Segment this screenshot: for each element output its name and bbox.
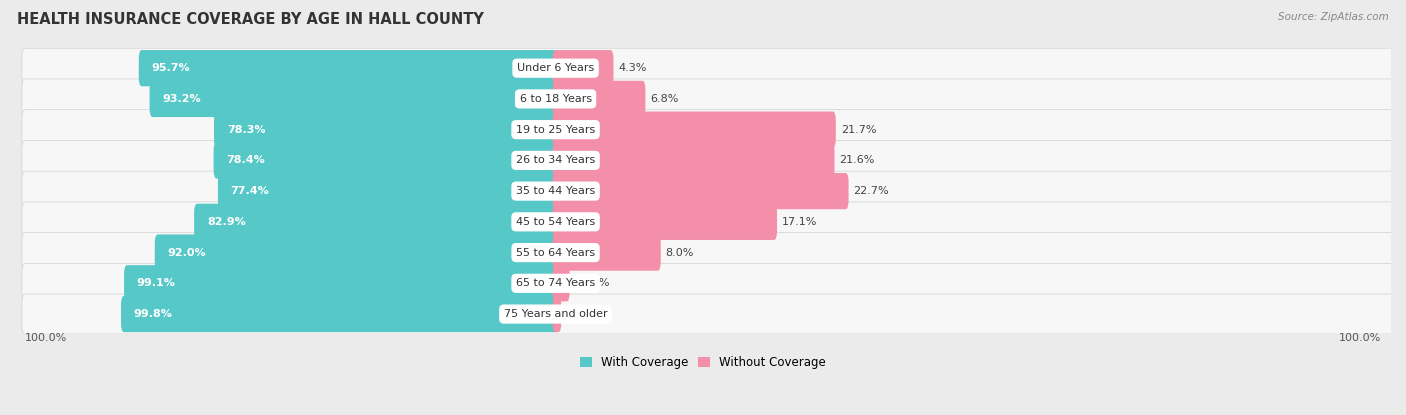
FancyBboxPatch shape [218,173,558,209]
Text: 55 to 64 Years: 55 to 64 Years [516,248,595,258]
FancyBboxPatch shape [553,112,835,148]
FancyBboxPatch shape [22,140,1393,181]
Text: 99.1%: 99.1% [136,278,176,288]
FancyBboxPatch shape [553,50,613,86]
Text: 22.7%: 22.7% [853,186,889,196]
Text: 0.87%: 0.87% [575,278,610,288]
Text: 19 to 25 Years: 19 to 25 Years [516,124,595,134]
Text: Under 6 Years: Under 6 Years [517,63,595,73]
FancyBboxPatch shape [121,296,558,332]
Text: 45 to 54 Years: 45 to 54 Years [516,217,595,227]
FancyBboxPatch shape [553,142,835,178]
Text: 21.7%: 21.7% [841,124,876,134]
Text: 65 to 74 Years: 65 to 74 Years [516,278,595,288]
FancyBboxPatch shape [214,112,558,148]
FancyBboxPatch shape [553,81,645,117]
FancyBboxPatch shape [124,265,558,301]
Text: 21.6%: 21.6% [839,155,875,166]
FancyBboxPatch shape [139,50,558,86]
Text: 77.4%: 77.4% [231,186,270,196]
FancyBboxPatch shape [553,173,849,209]
Text: 75 Years and older: 75 Years and older [503,309,607,319]
Text: 100.0%: 100.0% [25,333,67,343]
FancyBboxPatch shape [149,81,558,117]
FancyBboxPatch shape [22,171,1393,211]
FancyBboxPatch shape [22,48,1393,88]
Text: Source: ZipAtlas.com: Source: ZipAtlas.com [1278,12,1389,22]
Text: 78.3%: 78.3% [226,124,266,134]
Text: 26 to 34 Years: 26 to 34 Years [516,155,595,166]
Text: 82.9%: 82.9% [207,217,246,227]
FancyBboxPatch shape [22,79,1393,119]
Text: 95.7%: 95.7% [152,63,190,73]
FancyBboxPatch shape [214,142,558,178]
Text: 0.21%: 0.21% [567,309,602,319]
Text: 6 to 18 Years: 6 to 18 Years [519,94,592,104]
Text: 92.0%: 92.0% [167,248,207,258]
Text: 4.3%: 4.3% [619,63,647,73]
FancyBboxPatch shape [22,264,1393,303]
Text: 35 to 44 Years: 35 to 44 Years [516,186,595,196]
Text: 6.8%: 6.8% [651,94,679,104]
Text: 99.8%: 99.8% [134,309,173,319]
FancyBboxPatch shape [155,234,558,271]
FancyBboxPatch shape [553,204,778,240]
FancyBboxPatch shape [22,202,1393,242]
FancyBboxPatch shape [22,294,1393,334]
FancyBboxPatch shape [22,110,1393,150]
FancyBboxPatch shape [553,265,569,301]
Text: 8.0%: 8.0% [665,248,695,258]
Text: 93.2%: 93.2% [162,94,201,104]
Legend: With Coverage, Without Coverage: With Coverage, Without Coverage [575,352,831,374]
FancyBboxPatch shape [553,234,661,271]
FancyBboxPatch shape [553,296,561,332]
FancyBboxPatch shape [22,232,1393,273]
FancyBboxPatch shape [194,204,558,240]
Text: 78.4%: 78.4% [226,155,266,166]
Text: 17.1%: 17.1% [782,217,817,227]
Text: 100.0%: 100.0% [1339,333,1381,343]
Text: HEALTH INSURANCE COVERAGE BY AGE IN HALL COUNTY: HEALTH INSURANCE COVERAGE BY AGE IN HALL… [17,12,484,27]
